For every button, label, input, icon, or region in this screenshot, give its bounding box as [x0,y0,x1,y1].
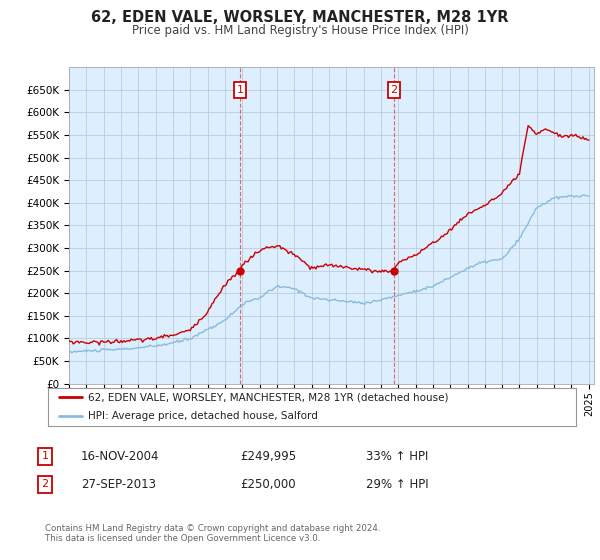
Text: 2: 2 [41,479,49,489]
Text: 62, EDEN VALE, WORSLEY, MANCHESTER, M28 1YR: 62, EDEN VALE, WORSLEY, MANCHESTER, M28 … [91,10,509,25]
Text: 27-SEP-2013: 27-SEP-2013 [81,478,156,491]
Text: 62, EDEN VALE, WORSLEY, MANCHESTER, M28 1YR (detached house): 62, EDEN VALE, WORSLEY, MANCHESTER, M28 … [88,392,448,402]
Text: 1: 1 [41,451,49,461]
Text: 2: 2 [391,85,397,95]
Text: 16-NOV-2004: 16-NOV-2004 [81,450,160,463]
Text: Price paid vs. HM Land Registry's House Price Index (HPI): Price paid vs. HM Land Registry's House … [131,24,469,36]
Text: £250,000: £250,000 [240,478,296,491]
Text: 1: 1 [236,85,244,95]
Text: 29% ↑ HPI: 29% ↑ HPI [366,478,428,491]
Text: Contains HM Land Registry data © Crown copyright and database right 2024.
This d: Contains HM Land Registry data © Crown c… [45,524,380,543]
Text: £249,995: £249,995 [240,450,296,463]
Text: 33% ↑ HPI: 33% ↑ HPI [366,450,428,463]
Text: HPI: Average price, detached house, Salford: HPI: Average price, detached house, Salf… [88,411,317,421]
